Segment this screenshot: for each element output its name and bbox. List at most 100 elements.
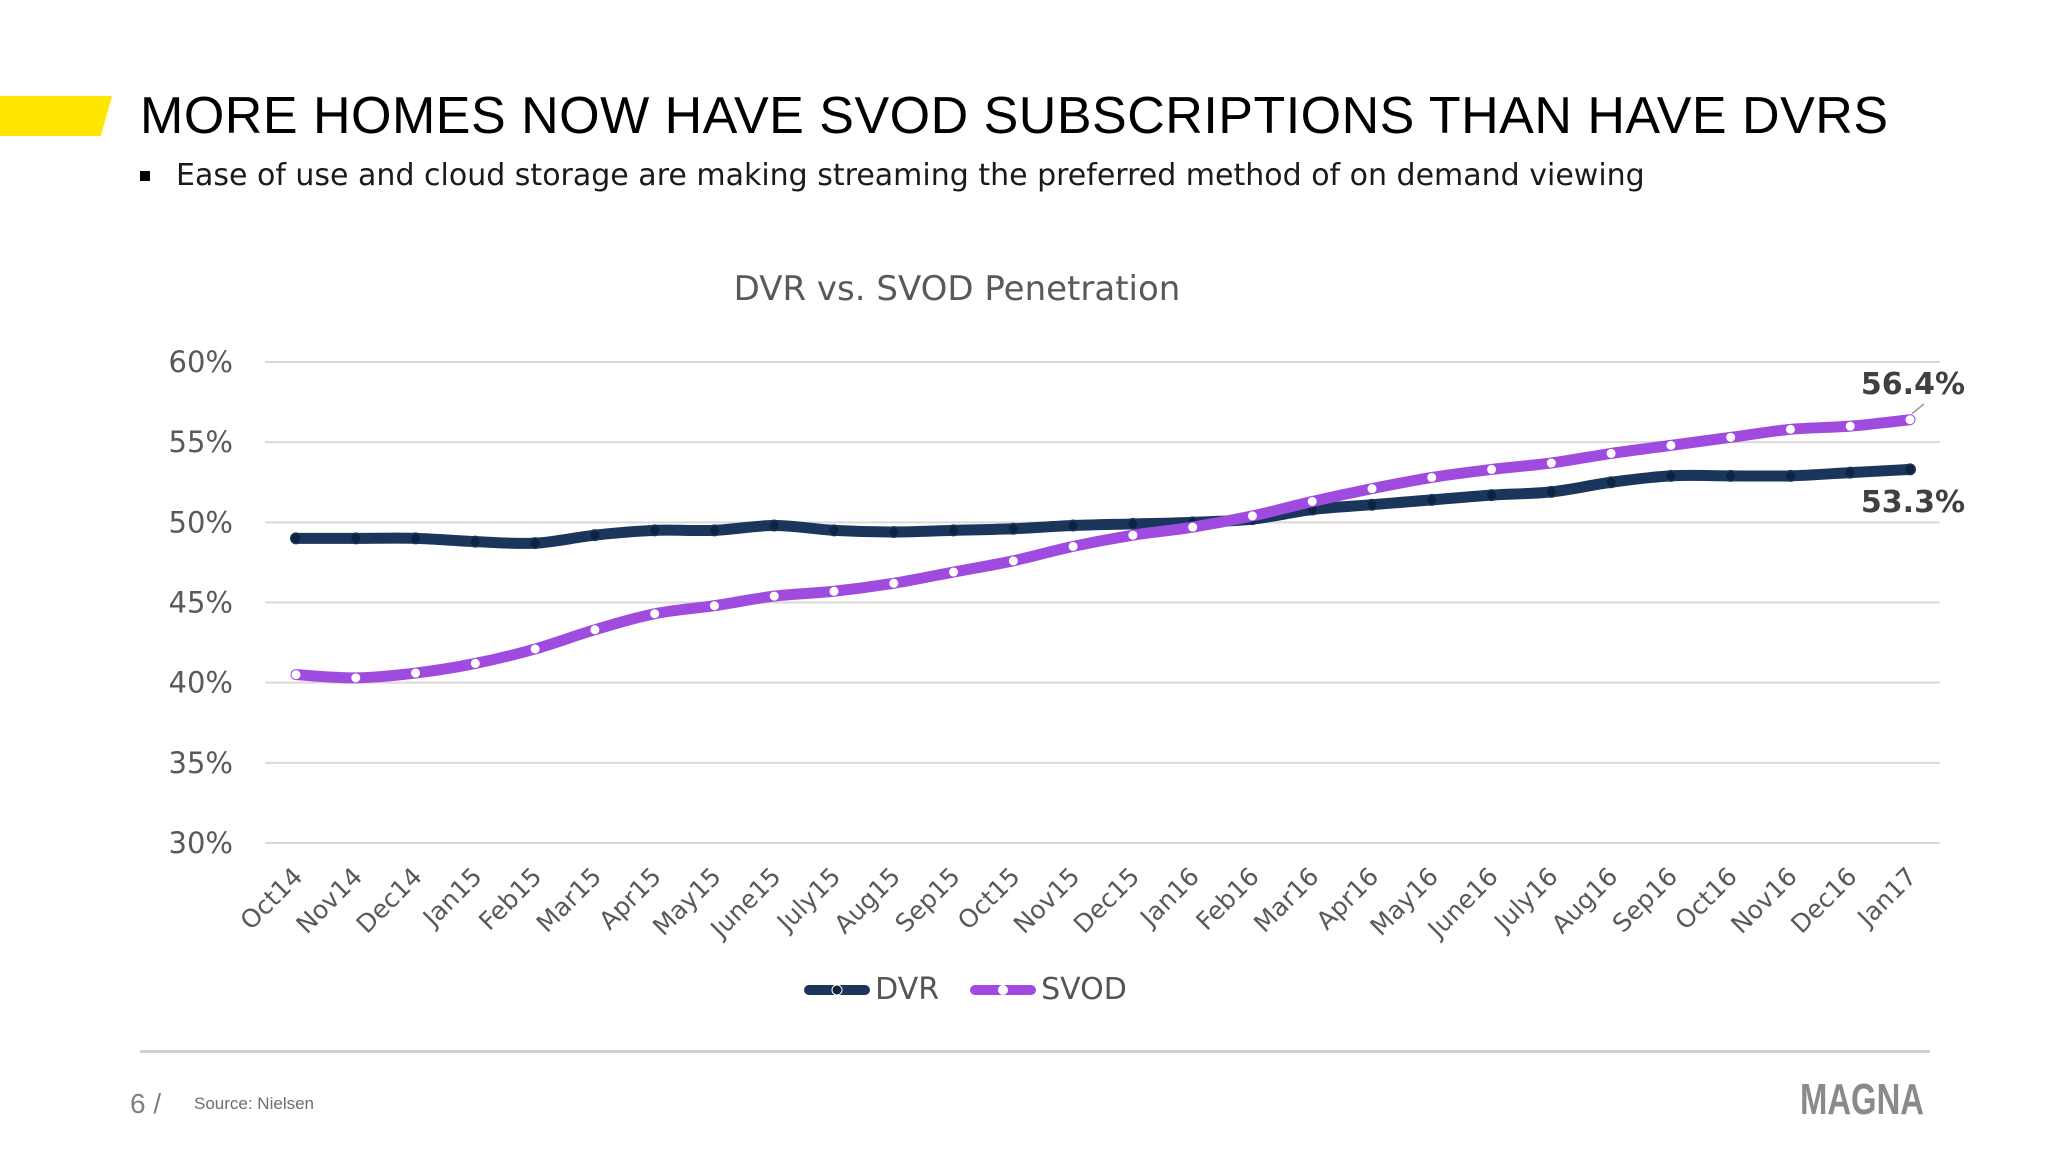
dvr-point-core	[1726, 471, 1736, 481]
x-tick-label: Sep15	[889, 862, 965, 938]
dvr-point-core	[1905, 464, 1915, 474]
svod-point	[291, 670, 301, 680]
legend-swatch-svod	[970, 984, 1037, 995]
dvr-point-core	[411, 533, 421, 543]
svod-point	[650, 609, 660, 619]
dvr-point-core	[1367, 500, 1377, 510]
dvr-point-core	[1008, 524, 1018, 534]
square-bullet-icon	[140, 170, 150, 181]
legend-marker-dvr	[831, 984, 843, 995]
svod-point	[1606, 448, 1616, 458]
x-tick-label: Dec16	[1785, 862, 1862, 939]
dvr-point-core	[829, 525, 839, 535]
dvr-end-label: 53.3%	[1861, 485, 1965, 520]
svod-point	[829, 586, 839, 596]
svod-point	[1367, 484, 1377, 494]
magna-logo: MAGNA	[1800, 1075, 1924, 1124]
dvr-point-core	[470, 537, 480, 547]
dvr-point-core	[1666, 471, 1676, 481]
svod-point	[1188, 522, 1198, 532]
x-tick-label: Sep16	[1607, 862, 1683, 938]
svod-end-label: 56.4%	[1861, 367, 1965, 402]
x-tick-label: Dec15	[1068, 862, 1145, 939]
source-note: Source: Nielsen	[194, 1094, 315, 1113]
legend-item-svod: SVOD	[969, 972, 1127, 1007]
svod-point	[351, 673, 361, 683]
svod-point	[1546, 458, 1556, 468]
svod-point	[1427, 472, 1437, 482]
svod-point	[1307, 496, 1317, 506]
x-tick-label: Mar15	[531, 862, 607, 938]
legend-label-dvr: DVR	[875, 972, 940, 1007]
svod-point	[590, 625, 600, 635]
y-tick-label: 55%	[169, 425, 233, 459]
footer-divider	[140, 1050, 1930, 1053]
x-tick-label: Nov16	[1725, 862, 1803, 940]
title-accent-bar	[0, 96, 112, 136]
x-tick-label: Mar16	[1248, 862, 1324, 938]
svod-point	[1128, 530, 1138, 540]
dvr-point-core	[949, 525, 959, 535]
legend-marker-svod	[998, 984, 1009, 995]
dvr-point-core	[291, 533, 301, 543]
svod-point	[709, 601, 719, 611]
svod-point	[411, 668, 421, 678]
dvr-point-core	[1068, 521, 1078, 531]
svod-point	[530, 644, 540, 654]
chart-title: DVR vs. SVOD Penetration	[734, 269, 1181, 309]
chart-legend: DVR SVOD	[0, 972, 1930, 1007]
y-tick-label: 45%	[169, 586, 233, 620]
x-tick-label: Jan17	[1851, 862, 1923, 934]
svod-point	[1845, 421, 1855, 431]
y-tick-label: 50%	[169, 505, 233, 539]
dvr-point-core	[351, 533, 361, 543]
x-tick-label: July15	[770, 862, 846, 938]
logo-wordmark: MAGNA	[1800, 1075, 1924, 1124]
bullet-text: Ease of use and cloud storage are making…	[176, 158, 1645, 193]
x-tick-label: Nov15	[1008, 862, 1086, 940]
svod-point	[889, 578, 899, 588]
dvr-point-core	[1128, 519, 1138, 529]
legend-label-svod: SVOD	[1041, 972, 1127, 1007]
dvr-point-core	[1427, 495, 1437, 505]
dvr-point-core	[1606, 477, 1616, 487]
subtitle-bullet: Ease of use and cloud storage are making…	[140, 158, 1645, 193]
x-tick-label: Feb15	[473, 862, 547, 936]
dvr-point-core	[650, 525, 660, 535]
svod-point	[1487, 464, 1497, 474]
y-tick-label: 40%	[169, 666, 233, 700]
svod-point	[1785, 424, 1795, 434]
svod-point	[1666, 440, 1676, 450]
svod-label-leader	[1911, 403, 1925, 415]
x-tick-label: Aug16	[1546, 862, 1624, 940]
legend-item-dvr: DVR	[803, 972, 939, 1007]
dvr-point-core	[590, 530, 600, 540]
y-tick-label: 35%	[169, 746, 233, 780]
svod-point	[1008, 556, 1018, 566]
dvr-point-core	[889, 527, 899, 537]
svod-series-line	[290, 414, 1916, 684]
svod-point	[949, 567, 959, 577]
dvr-point-core	[1487, 490, 1497, 500]
x-tick-label: July16	[1487, 862, 1563, 938]
dvr-point-core	[769, 521, 779, 531]
x-tick-label: Nov14	[291, 862, 369, 940]
dvr-point-core	[1785, 471, 1795, 481]
y-tick-label: 60%	[169, 345, 233, 379]
slide-title: MORE HOMES NOW HAVE SVOD SUBSCRIPTIONS T…	[140, 87, 1889, 145]
dvr-point-core	[530, 538, 540, 548]
x-tick-label: Feb16	[1190, 862, 1264, 936]
svod-point	[1247, 511, 1257, 521]
dvr-point-core	[709, 525, 719, 535]
svod-point	[1905, 415, 1915, 425]
svod-point	[1726, 432, 1736, 442]
x-tick-label: Jan16	[1133, 862, 1205, 934]
y-tick-label: 30%	[169, 826, 233, 860]
page-number: 6 /	[130, 1088, 162, 1119]
x-tick-label: Aug15	[828, 862, 906, 940]
dvr-series-line	[290, 463, 1916, 549]
svod-point	[470, 658, 480, 668]
dvr-point-core	[1845, 468, 1855, 478]
